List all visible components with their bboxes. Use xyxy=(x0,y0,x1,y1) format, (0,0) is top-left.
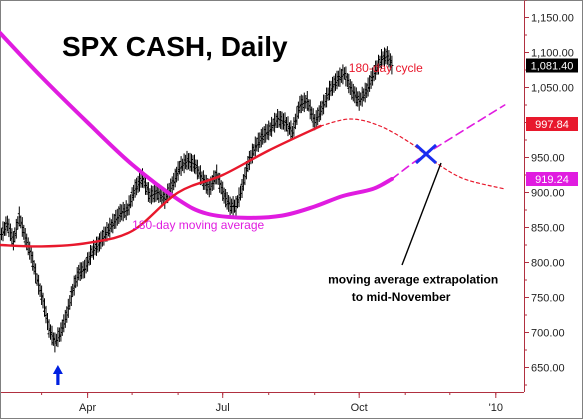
cycle-label: 180-day cycle xyxy=(349,61,423,75)
cycle-projection-line xyxy=(320,118,506,190)
ma-label: 180-day moving average xyxy=(132,218,264,232)
y-tick-label: 1,050.00 xyxy=(531,83,574,95)
cycle-line xyxy=(0,124,322,248)
y-tick-label: 750.00 xyxy=(531,293,565,305)
y-tick-label: 950.00 xyxy=(531,153,565,165)
y-tick-label: 1,100.00 xyxy=(531,48,574,60)
moving-average-line xyxy=(0,30,394,220)
x-tick-label: '10 xyxy=(489,402,503,414)
price-tags: 1,081.40 997.84 919.24 xyxy=(526,58,578,186)
x-tick-label: Oct xyxy=(351,402,368,414)
y-tick-label: 900.00 xyxy=(531,188,565,200)
up-arrow-icon xyxy=(52,365,63,385)
annotation-pointer-line xyxy=(401,162,442,266)
price-tag-label: 1,081.40 xyxy=(531,61,574,73)
x-ticks: Apr Jul Oct '10 xyxy=(41,392,503,414)
y-tick-label: 700.00 xyxy=(531,328,565,340)
extrapolation-label-line1: moving average extrapolation xyxy=(328,273,498,287)
x-tick-label: Apr xyxy=(79,402,96,414)
chart-title: SPX CASH, Daily xyxy=(62,31,288,62)
price-tag-label: 997.84 xyxy=(535,119,569,131)
y-tick-label: 1,150.00 xyxy=(531,13,574,25)
annotations: 180-day cycle 180-day moving average movin… xyxy=(52,61,498,385)
plot-layer xyxy=(0,30,506,353)
price-tag-label: 919.24 xyxy=(535,174,569,186)
price-tag-box xyxy=(526,117,578,131)
y-tick-label: 800.00 xyxy=(531,258,565,270)
extrapolation-label-line2: to mid-November xyxy=(352,290,451,304)
y-tick-label: 650.00 xyxy=(531,363,565,375)
cross-icon-b xyxy=(415,143,438,165)
y-tick-label: 850.00 xyxy=(531,223,565,235)
x-tick-label: Jul xyxy=(216,402,230,414)
price-tag-box xyxy=(526,58,578,73)
price-tag-box xyxy=(526,172,578,186)
